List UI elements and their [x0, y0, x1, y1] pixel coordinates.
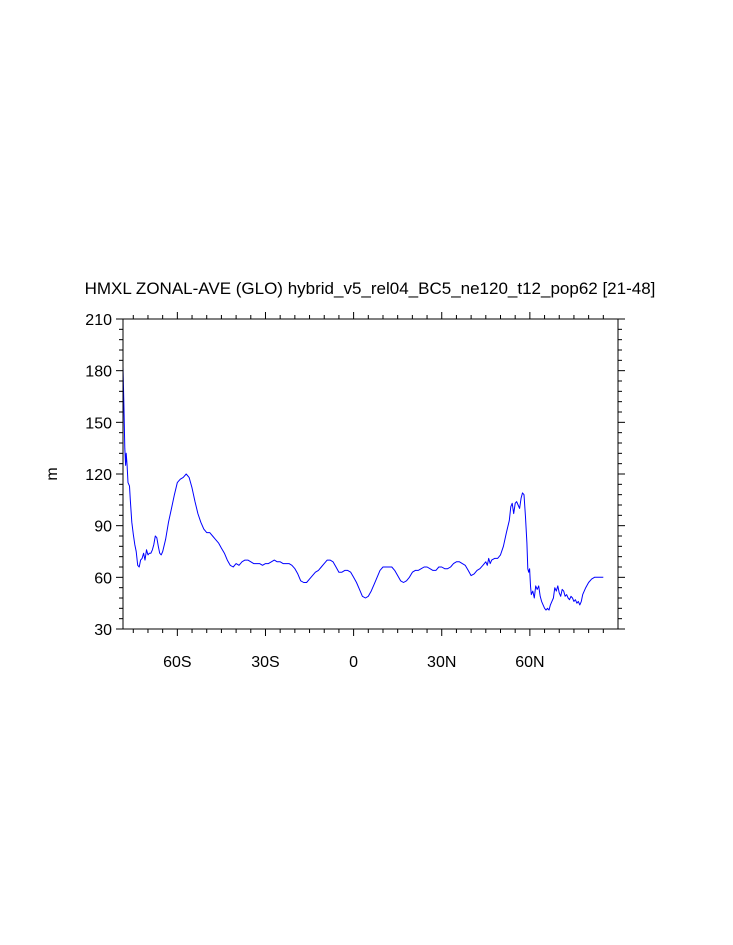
- x-tick-label: 0: [349, 654, 358, 671]
- y-tick-label: 180: [85, 364, 112, 381]
- chart-title: HMXL ZONAL-AVE (GLO) hybrid_v5_rel04_BC5…: [85, 279, 656, 298]
- series-line: [122, 367, 604, 611]
- series-layer: [122, 367, 604, 611]
- x-tick-label: 30S: [251, 654, 279, 671]
- axis-ticks: 30 60 90 120 150 180 210 60S 30S 0 30N 60N: [85, 312, 625, 671]
- y-tick-label: 30: [94, 622, 112, 639]
- y-tick-label: 120: [85, 467, 112, 484]
- y-tick-label: 150: [85, 415, 112, 432]
- y-axis-label: m: [44, 467, 61, 480]
- x-tick-label: 30N: [427, 654, 456, 671]
- y-tick-label: 60: [94, 570, 112, 587]
- x-tick-label: 60N: [515, 654, 544, 671]
- x-tick-label: 60S: [163, 654, 191, 671]
- y-tick-label: 210: [85, 312, 112, 329]
- plot-frame: [122, 318, 619, 630]
- y-tick-label: 90: [94, 519, 112, 536]
